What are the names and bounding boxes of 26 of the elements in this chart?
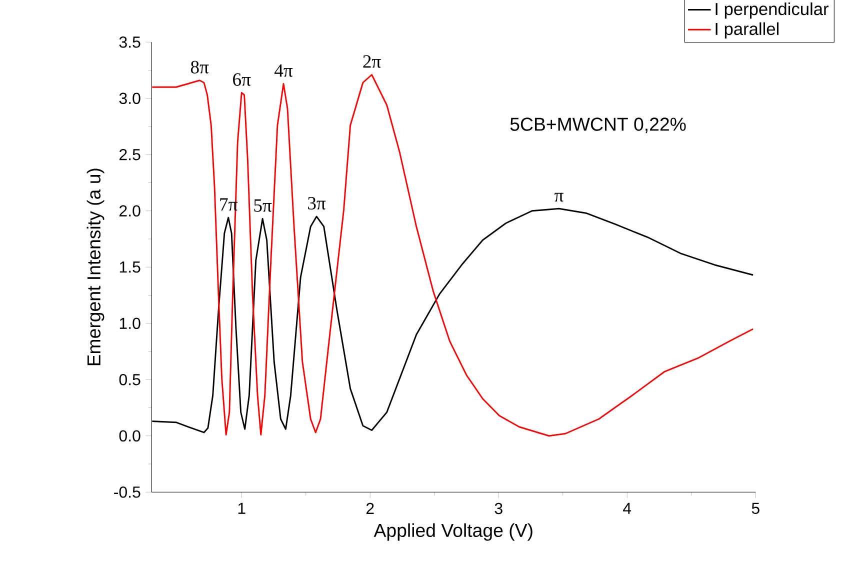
y-tick-label: 2.0 — [119, 205, 140, 217]
x-tick-label: 4 — [623, 502, 632, 514]
y-tick-label: 0.5 — [119, 374, 140, 386]
x-tick-label: 2 — [366, 502, 374, 514]
annotation: 8π — [190, 60, 209, 74]
y-tick-label: 3.0 — [119, 92, 140, 104]
y-tick-label: 1.5 — [120, 262, 140, 273]
y-tick-label: 0.0 — [119, 430, 140, 442]
x-tick-label: 1 — [238, 502, 246, 514]
y-tick-label: 2.5 — [119, 148, 140, 160]
annotation: 5CB+MWCNT 0,22% — [510, 118, 686, 134]
annotation: 2π — [363, 55, 381, 68]
x-tick-label: 3 — [494, 502, 502, 514]
x-tick-label: 5 — [752, 502, 760, 514]
annotation: 5π — [254, 199, 272, 212]
y-tick-label: -0.5 — [114, 486, 140, 498]
annotation: 6π — [233, 73, 251, 86]
annotation: π — [554, 192, 564, 202]
y-tick-label: 1.0 — [120, 318, 140, 330]
legend-label: I parallel — [716, 22, 778, 38]
x-axis-title: Applied Voltage (V) — [374, 523, 532, 541]
annotation: 4π — [274, 64, 293, 77]
y-tick-label: 3.5 — [119, 36, 140, 48]
legend-label: I perpendicular — [716, 2, 828, 19]
annotation: 3π — [308, 197, 326, 210]
y-axis-title: Emergent Intensity (a u) — [86, 168, 104, 366]
